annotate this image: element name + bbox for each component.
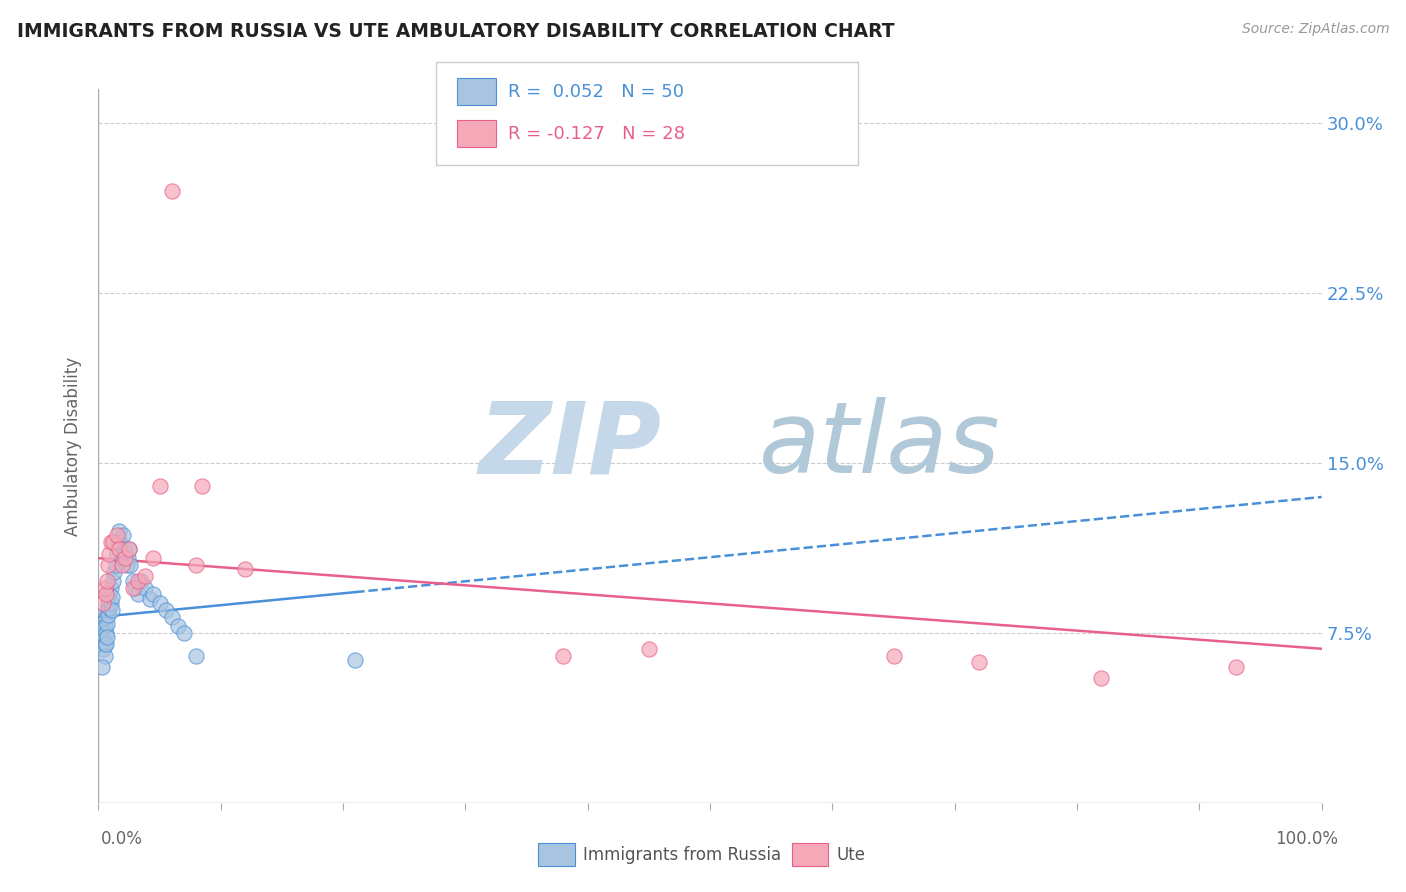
- Point: [98, 547, 121, 561]
- Point: [97, 597, 120, 611]
- Point: [233, 562, 256, 576]
- Text: atlas: atlas: [759, 398, 1001, 494]
- Point: [98, 587, 121, 601]
- Point: [127, 574, 149, 588]
- Point: [344, 653, 367, 667]
- Point: [134, 581, 156, 595]
- Text: Ute: Ute: [837, 846, 866, 863]
- Point: [101, 603, 124, 617]
- Point: [883, 648, 905, 663]
- Point: [100, 581, 122, 595]
- Point: [121, 581, 143, 595]
- Text: R =  0.052   N = 50: R = 0.052 N = 50: [508, 83, 683, 101]
- Y-axis label: Ambulatory Disability: Ambulatory Disability: [65, 357, 83, 535]
- Point: [1090, 671, 1112, 685]
- Point: [553, 648, 575, 663]
- Point: [93, 581, 115, 595]
- Point: [96, 603, 118, 617]
- Point: [96, 631, 118, 645]
- Point: [107, 535, 129, 549]
- Point: [108, 542, 131, 557]
- Point: [91, 626, 114, 640]
- Point: [139, 591, 162, 606]
- Point: [191, 478, 214, 492]
- Point: [134, 569, 156, 583]
- Point: [94, 610, 117, 624]
- Point: [94, 626, 117, 640]
- Point: [186, 648, 208, 663]
- Point: [124, 581, 146, 595]
- Point: [93, 648, 115, 663]
- Point: [111, 528, 134, 542]
- Point: [111, 551, 134, 566]
- Point: [160, 184, 183, 198]
- Text: 0.0%: 0.0%: [101, 830, 143, 847]
- Point: [105, 528, 128, 542]
- Point: [108, 524, 131, 538]
- Point: [112, 542, 135, 557]
- Point: [98, 601, 121, 615]
- Point: [142, 587, 165, 601]
- Point: [101, 590, 124, 604]
- Point: [638, 641, 661, 656]
- Point: [96, 616, 118, 631]
- Text: ZIP: ZIP: [478, 398, 661, 494]
- Point: [118, 542, 141, 557]
- Point: [967, 656, 990, 670]
- Point: [103, 565, 125, 579]
- Point: [93, 637, 115, 651]
- Point: [167, 619, 190, 633]
- Point: [101, 535, 124, 549]
- Point: [121, 574, 143, 588]
- Point: [93, 619, 115, 633]
- Point: [149, 597, 172, 611]
- Point: [105, 547, 128, 561]
- Point: [100, 597, 122, 611]
- Point: [104, 558, 127, 572]
- Point: [120, 558, 142, 572]
- Point: [94, 587, 117, 601]
- Point: [111, 558, 134, 572]
- Point: [155, 603, 177, 617]
- Point: [100, 535, 122, 549]
- Point: [1225, 660, 1247, 674]
- Text: Source: ZipAtlas.com: Source: ZipAtlas.com: [1241, 22, 1389, 37]
- Point: [91, 660, 114, 674]
- Point: [115, 558, 138, 572]
- Point: [91, 632, 114, 647]
- Point: [101, 574, 124, 588]
- Point: [127, 587, 149, 601]
- Point: [142, 551, 165, 566]
- Text: R = -0.127   N = 28: R = -0.127 N = 28: [508, 125, 685, 143]
- Text: 100.0%: 100.0%: [1275, 830, 1339, 847]
- Point: [96, 574, 118, 588]
- Point: [129, 574, 152, 588]
- Point: [110, 535, 132, 549]
- Text: Immigrants from Russia: Immigrants from Russia: [583, 846, 782, 863]
- Point: [114, 547, 136, 561]
- Point: [94, 637, 117, 651]
- Point: [173, 626, 195, 640]
- Point: [118, 542, 141, 557]
- Point: [91, 597, 114, 611]
- Point: [117, 551, 139, 566]
- Point: [114, 551, 136, 566]
- Text: IMMIGRANTS FROM RUSSIA VS UTE AMBULATORY DISABILITY CORRELATION CHART: IMMIGRANTS FROM RUSSIA VS UTE AMBULATORY…: [17, 22, 894, 41]
- Point: [149, 478, 172, 492]
- Point: [91, 641, 114, 656]
- Point: [97, 558, 120, 572]
- Point: [97, 607, 120, 622]
- Point: [186, 558, 208, 572]
- Point: [160, 610, 183, 624]
